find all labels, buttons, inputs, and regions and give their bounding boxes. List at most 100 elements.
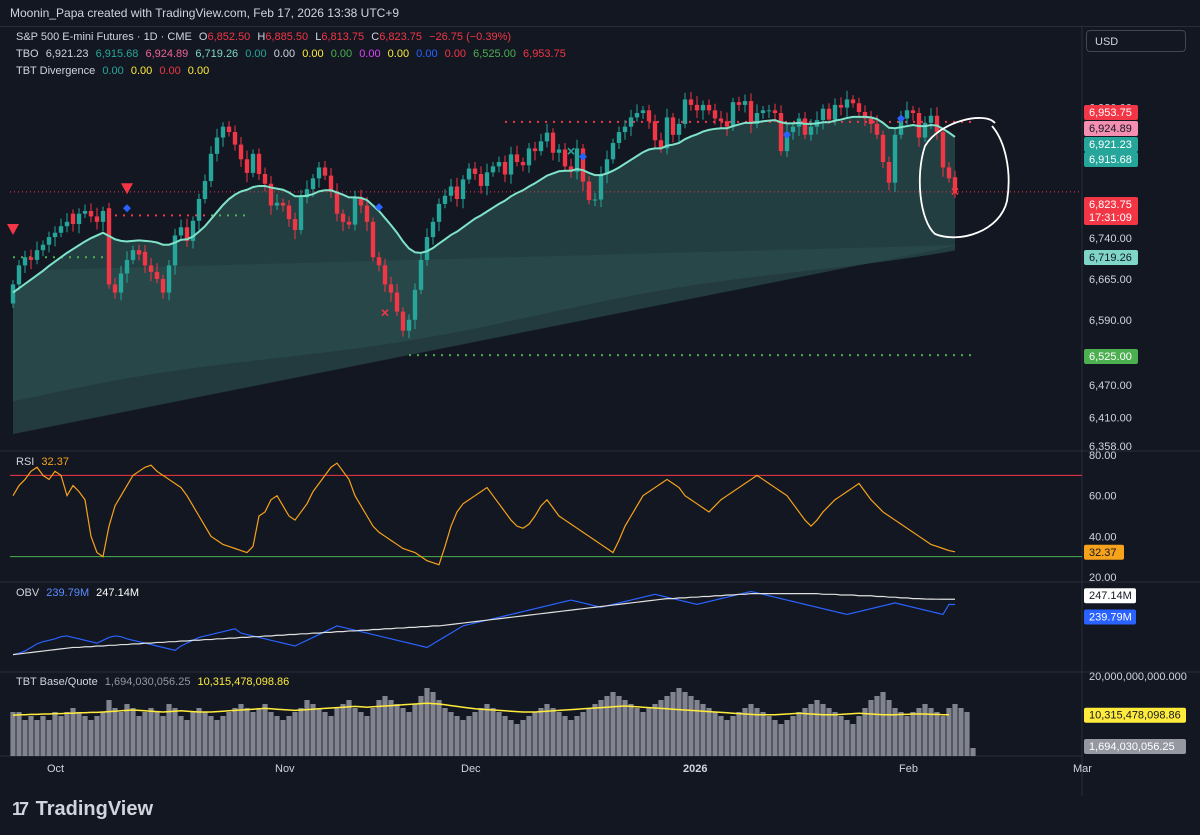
volume-bar <box>394 704 400 756</box>
volume-bar <box>316 708 322 756</box>
candle <box>262 167 268 192</box>
candle-body <box>130 250 136 260</box>
candle-body <box>904 110 910 119</box>
volume-bar <box>238 704 244 756</box>
candle-body <box>586 181 592 201</box>
volume-tag-label: 10,315,478,098.86 <box>1089 710 1181 722</box>
volume-bar <box>856 716 862 756</box>
price-tick-label: 6,665.00 <box>1089 274 1132 286</box>
chart-canvas[interactable]: 7,100.006,980.006,740.006,665.006,590.00… <box>0 26 1200 796</box>
volume-bar <box>610 692 616 756</box>
candle-body <box>748 101 754 124</box>
price-tag-label: 6,924.89 <box>1089 123 1132 135</box>
rsi-label: RSI <box>16 456 35 468</box>
volume-bar <box>544 704 550 756</box>
candle-body <box>304 189 310 198</box>
obv-tag-label: 239.79M <box>1089 612 1132 624</box>
volume-bar <box>580 712 586 756</box>
candle-body <box>868 118 874 124</box>
volume-label: TBT Base/Quote <box>16 676 98 688</box>
candle <box>742 94 748 113</box>
tradingview-logo[interactable]: 17 TradingView <box>12 798 153 821</box>
candle-body <box>82 210 88 214</box>
candle-body <box>40 244 46 251</box>
candle-body <box>922 122 928 138</box>
candle-body <box>436 203 442 222</box>
candle <box>628 109 634 136</box>
volume-bar <box>688 696 694 756</box>
divergence-legend: TBT Divergence 0.00 0.00 0.00 0.00 <box>16 65 213 77</box>
candle-body <box>736 102 742 105</box>
candle <box>112 277 118 299</box>
candle <box>346 216 352 229</box>
volume-bar <box>142 712 148 756</box>
candle <box>598 166 604 208</box>
volume-bar <box>304 700 310 756</box>
price-tag: 6,915.68 <box>1084 152 1138 167</box>
candle-body <box>298 197 304 231</box>
price-tag-box <box>1084 349 1138 364</box>
volume-bar <box>466 716 472 756</box>
candle-body <box>334 191 340 214</box>
volume-bar <box>214 720 220 756</box>
candle <box>670 113 676 143</box>
candle <box>622 120 628 140</box>
volume-bar <box>100 712 106 756</box>
close-label: C <box>371 31 380 43</box>
candle-body <box>226 126 232 133</box>
footer <box>0 796 1200 835</box>
candle <box>748 93 754 134</box>
time-tick-label: Dec <box>461 763 481 775</box>
candle <box>634 104 640 122</box>
volume-bar <box>460 720 466 756</box>
volume-bar <box>958 708 964 756</box>
volume-bar <box>946 708 952 756</box>
candle <box>154 263 160 284</box>
candle <box>718 110 724 129</box>
hand-drawn-circle <box>918 117 1010 239</box>
candle <box>142 245 148 273</box>
candle <box>922 116 928 142</box>
candle-body <box>808 126 814 135</box>
volume-bar <box>868 700 874 756</box>
rsi-line <box>12 462 956 566</box>
candle-body <box>346 221 352 225</box>
volume-bar <box>232 708 238 756</box>
volume-bar <box>646 708 652 756</box>
candle <box>412 283 418 330</box>
candle <box>910 105 916 121</box>
volume-bar <box>892 708 898 756</box>
volume-bar <box>490 708 496 756</box>
candle-body <box>328 175 334 192</box>
candle-body <box>154 271 160 279</box>
candle-body <box>544 132 550 142</box>
volume-bar <box>448 712 454 756</box>
volume-bar <box>502 716 508 756</box>
volume-bar <box>16 712 22 756</box>
candle-body <box>790 126 796 133</box>
candle <box>838 97 844 116</box>
signal-diamond <box>375 203 383 212</box>
candle-body <box>310 178 316 190</box>
signal-cross-stroke <box>567 147 575 155</box>
candle-body <box>610 142 616 160</box>
candle <box>568 158 574 178</box>
price-tag-label: 17:31:09 <box>1089 212 1132 224</box>
rsi-tag-box <box>1084 544 1124 560</box>
candle <box>724 112 730 136</box>
candle-body <box>412 289 418 320</box>
volume-bar <box>922 704 928 756</box>
obv-tag: 239.79M <box>1084 609 1136 625</box>
candle <box>160 274 166 299</box>
candle <box>538 133 544 156</box>
candle-body <box>406 319 412 331</box>
price-tick-label: 6,358.00 <box>1089 441 1132 453</box>
currency-selector[interactable]: USD <box>1086 30 1186 52</box>
volume-ma-value: 10,315,478,098.86 <box>197 676 290 688</box>
candle-body <box>34 250 40 260</box>
candle-body <box>844 99 850 108</box>
volume-bar <box>58 716 64 756</box>
volume-bar <box>622 700 628 756</box>
candle <box>856 97 862 118</box>
candle <box>442 189 448 209</box>
